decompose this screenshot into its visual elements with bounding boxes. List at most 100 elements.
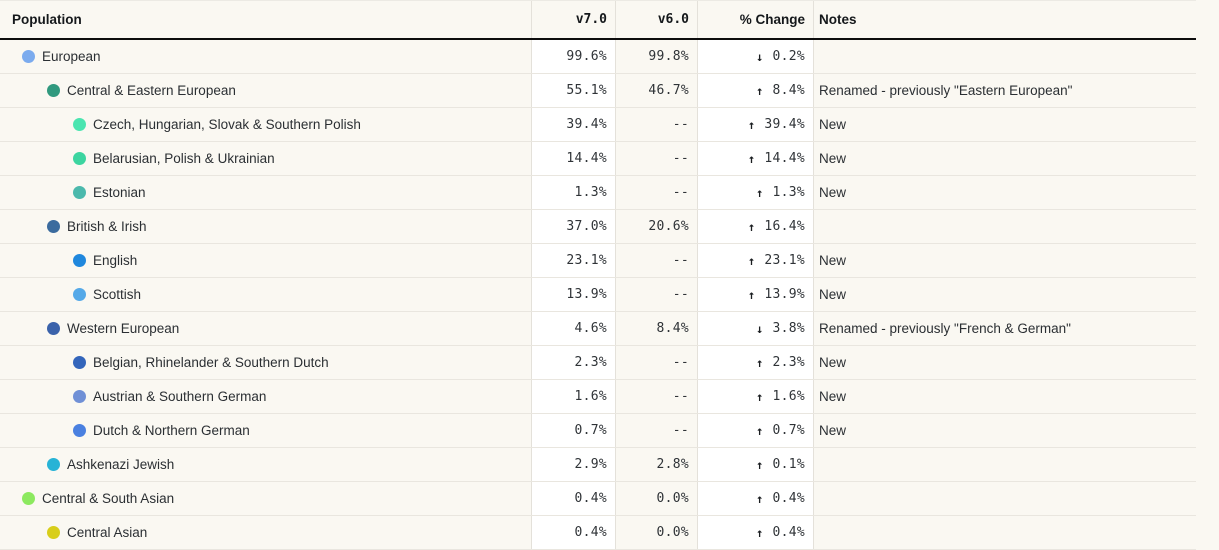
change-cell: ↑ 14.4% xyxy=(697,142,813,175)
v7-value: 2.3% xyxy=(531,346,615,379)
population-label: Czech, Hungarian, Slovak & Southern Poli… xyxy=(93,117,361,132)
change-value: 1.3% xyxy=(772,185,805,200)
v6-value: 0.0% xyxy=(615,482,697,515)
notes-cell xyxy=(813,40,1196,73)
v6-value: 2.8% xyxy=(615,448,697,481)
change-cell: ↓ 3.8% xyxy=(697,312,813,345)
population-label: Dutch & Northern German xyxy=(93,423,250,438)
change-value: 8.4% xyxy=(772,83,805,98)
notes-cell xyxy=(813,210,1196,243)
v6-value: -- xyxy=(615,108,697,141)
table-row: Scottish 13.9% -- ↑ 13.9% New xyxy=(0,278,1196,312)
column-header-notes: Notes xyxy=(813,1,1196,38)
v7-value: 0.4% xyxy=(531,516,615,549)
population-color-dot-icon xyxy=(73,152,86,165)
v6-value: 99.8% xyxy=(615,40,697,73)
population-label: Scottish xyxy=(93,287,142,302)
v7-value: 0.4% xyxy=(531,482,615,515)
change-value: 23.1% xyxy=(764,253,805,268)
change-direction-arrow-icon: ↑ xyxy=(747,287,756,302)
change-cell: ↑ 0.4% xyxy=(697,516,813,549)
column-header-v6: v6.0 xyxy=(615,1,697,38)
table-row: European 99.6% 99.8% ↓ 0.2% xyxy=(0,40,1196,74)
notes-cell: New xyxy=(813,142,1196,175)
population-color-dot-icon xyxy=(47,220,60,233)
population-cell: Dutch & Northern German xyxy=(0,414,531,447)
v7-value: 0.7% xyxy=(531,414,615,447)
v6-value: -- xyxy=(615,142,697,175)
v6-value: 0.0% xyxy=(615,516,697,549)
population-label: European xyxy=(42,49,101,64)
v7-value: 2.9% xyxy=(531,448,615,481)
change-value: 39.4% xyxy=(764,117,805,132)
v6-value: 8.4% xyxy=(615,312,697,345)
change-direction-arrow-icon: ↑ xyxy=(755,83,764,98)
v7-value: 99.6% xyxy=(531,40,615,73)
population-color-dot-icon xyxy=(73,424,86,437)
v7-value: 1.6% xyxy=(531,380,615,413)
change-cell: ↑ 2.3% xyxy=(697,346,813,379)
population-label: Belarusian, Polish & Ukrainian xyxy=(93,151,275,166)
population-color-dot-icon xyxy=(47,526,60,539)
change-direction-arrow-icon: ↑ xyxy=(747,219,756,234)
table-row: Belarusian, Polish & Ukrainian 14.4% -- … xyxy=(0,142,1196,176)
change-direction-arrow-icon: ↑ xyxy=(747,117,756,132)
table-row: Dutch & Northern German 0.7% -- ↑ 0.7% N… xyxy=(0,414,1196,448)
population-label: Central & Eastern European xyxy=(67,83,236,98)
population-cell: Estonian xyxy=(0,176,531,209)
change-cell: ↑ 1.6% xyxy=(697,380,813,413)
table-row: Central & South Asian 0.4% 0.0% ↑ 0.4% xyxy=(0,482,1196,516)
v7-value: 4.6% xyxy=(531,312,615,345)
change-cell: ↑ 0.7% xyxy=(697,414,813,447)
change-value: 0.1% xyxy=(772,457,805,472)
notes-cell xyxy=(813,482,1196,515)
notes-cell xyxy=(813,516,1196,549)
change-cell: ↑ 0.4% xyxy=(697,482,813,515)
population-color-dot-icon xyxy=(22,492,35,505)
v6-value: -- xyxy=(615,380,697,413)
change-value: 0.2% xyxy=(772,49,805,64)
change-direction-arrow-icon: ↑ xyxy=(747,253,756,268)
v6-value: 46.7% xyxy=(615,74,697,107)
population-color-dot-icon xyxy=(73,390,86,403)
table-row: Austrian & Southern German 1.6% -- ↑ 1.6… xyxy=(0,380,1196,414)
table-header-row: Population v7.0 v6.0 % Change Notes xyxy=(0,1,1196,40)
change-value: 13.9% xyxy=(764,287,805,302)
population-cell: Belarusian, Polish & Ukrainian xyxy=(0,142,531,175)
change-direction-arrow-icon: ↑ xyxy=(755,457,764,472)
population-cell: Central & South Asian xyxy=(0,482,531,515)
notes-cell: New xyxy=(813,244,1196,277)
change-cell: ↑ 39.4% xyxy=(697,108,813,141)
population-label: British & Irish xyxy=(67,219,147,234)
notes-cell: New xyxy=(813,176,1196,209)
notes-cell: New xyxy=(813,414,1196,447)
population-cell: Ashkenazi Jewish xyxy=(0,448,531,481)
population-label: English xyxy=(93,253,138,268)
notes-cell: Renamed - previously "Eastern European" xyxy=(813,74,1196,107)
v7-value: 14.4% xyxy=(531,142,615,175)
change-cell: ↑ 8.4% xyxy=(697,74,813,107)
population-color-dot-icon xyxy=(47,458,60,471)
change-cell: ↓ 0.2% xyxy=(697,40,813,73)
population-label: Central & South Asian xyxy=(42,491,175,506)
table-row: Western European 4.6% 8.4% ↓ 3.8% Rename… xyxy=(0,312,1196,346)
v6-value: -- xyxy=(615,278,697,311)
v7-value: 37.0% xyxy=(531,210,615,243)
v7-value: 23.1% xyxy=(531,244,615,277)
v7-value: 55.1% xyxy=(531,74,615,107)
v6-value: -- xyxy=(615,346,697,379)
population-cell: British & Irish xyxy=(0,210,531,243)
table-row: English 23.1% -- ↑ 23.1% New xyxy=(0,244,1196,278)
table-row: Estonian 1.3% -- ↑ 1.3% New xyxy=(0,176,1196,210)
population-cell: English xyxy=(0,244,531,277)
table-row: British & Irish 37.0% 20.6% ↑ 16.4% xyxy=(0,210,1196,244)
v6-value: -- xyxy=(615,414,697,447)
population-color-dot-icon xyxy=(73,254,86,267)
column-header-v7: v7.0 xyxy=(531,1,615,38)
notes-cell: Renamed - previously "French & German" xyxy=(813,312,1196,345)
change-cell: ↑ 23.1% xyxy=(697,244,813,277)
change-value: 1.6% xyxy=(772,389,805,404)
change-cell: ↑ 13.9% xyxy=(697,278,813,311)
population-label: Central Asian xyxy=(67,525,148,540)
